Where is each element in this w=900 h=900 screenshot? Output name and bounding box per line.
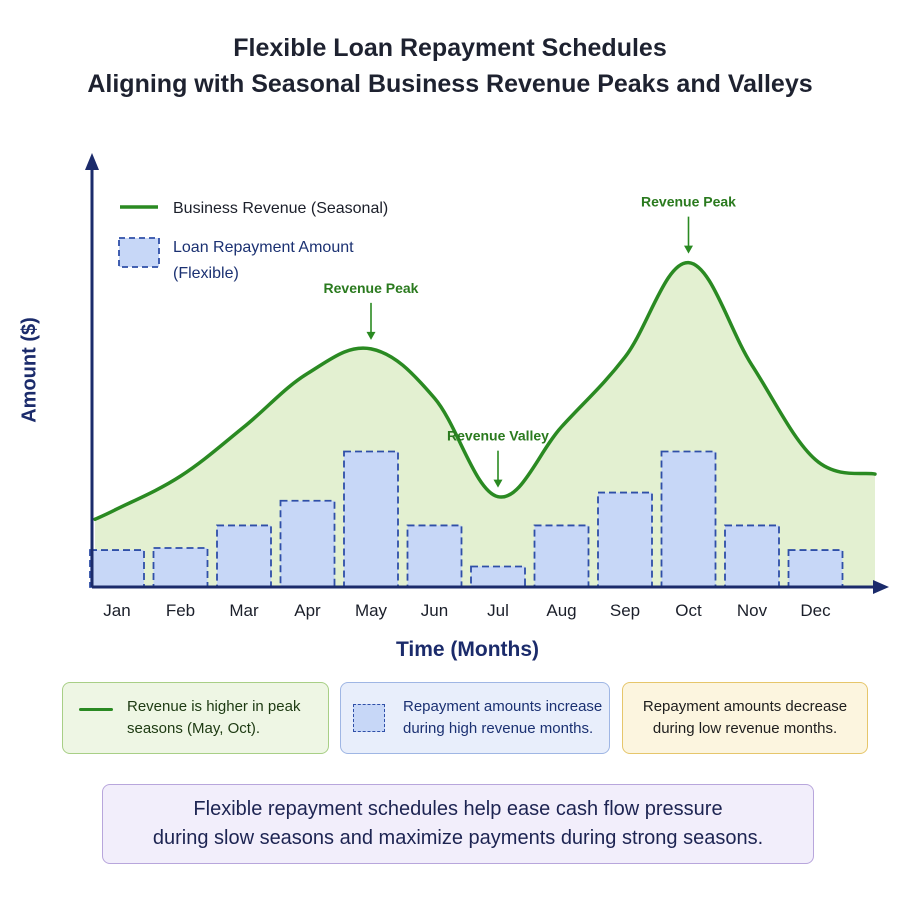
chart-legend: Business Revenue (Seasonal) Loan Repayme… — [118, 200, 388, 282]
legend-repayment-label-line1: Loan Repayment Amount — [173, 239, 354, 256]
summary-box: Flexible repayment schedules help ease c… — [102, 784, 814, 864]
chart-title-line2: Aligning with Seasonal Business Revenue … — [87, 70, 813, 98]
bar-oct — [660, 450, 717, 588]
annotation-label-2: Revenue Valley — [447, 428, 549, 444]
y-axis-arrow — [85, 153, 99, 170]
x-tick-label-sep: Sep — [610, 601, 640, 620]
x-tick-label-feb: Feb — [166, 601, 195, 620]
note-repayment-increase: Repayment amounts increase during high r… — [340, 682, 610, 754]
note-repayment-decrease: Repayment amounts decrease during low re… — [622, 682, 868, 754]
x-tick-label-nov: Nov — [737, 601, 768, 620]
bar-sep — [597, 491, 653, 588]
note-increase-line2: during high revenue months. — [403, 720, 594, 737]
annotation-arrowhead-2 — [493, 479, 503, 488]
bar-aug — [533, 524, 590, 588]
bar-jun — [406, 524, 463, 588]
note-revenue-peak: Revenue is higher in peak seasons (May, … — [62, 682, 329, 754]
axis-layer — [85, 153, 889, 594]
legend-repayment-label-line2: (Flexible) — [173, 265, 239, 282]
annotation-layer: Revenue Peak Revenue Valley Revenue Peak — [324, 194, 736, 488]
chart-svg: Jan Feb Mar Apr May Jun Jul Aug Sep Oct Nov Dec Rev… — [85, 153, 889, 620]
month-label-layer: Jan Feb Mar Apr May Jun Jul Aug Sep Oct Nov Dec — [103, 601, 831, 620]
bar-dec — [787, 549, 844, 588]
annotation-label-1: Revenue Peak — [324, 280, 419, 296]
x-axis-arrow — [873, 580, 889, 594]
note-increase-text: Repayment amounts increase during high r… — [403, 696, 602, 740]
bar-jan — [89, 549, 145, 588]
summary-line1: Flexible repayment schedules help ease c… — [193, 798, 723, 820]
x-tick-label-aug: Aug — [546, 601, 576, 620]
x-tick-label-jul: Jul — [487, 601, 509, 620]
bar-apr — [279, 499, 336, 588]
note-decrease-line1: Repayment amounts decrease — [642, 698, 848, 716]
bar-feb — [152, 547, 209, 588]
revenue-line-layer — [93, 260, 877, 522]
x-tick-label-mar: Mar — [229, 601, 259, 620]
chart-title-line1: Flexible Loan Repayment Schedules — [233, 34, 667, 62]
summary-line2: during slow seasons and maximize payment… — [152, 827, 764, 849]
revenue-line-icon — [79, 707, 113, 711]
note-revenue-line1: Revenue is higher in peak — [127, 698, 301, 716]
note-increase-line1: Repayment amounts increase — [403, 698, 603, 716]
note-decrease-text: Repayment amounts decrease during low re… — [643, 696, 847, 740]
legend-revenue-label: Business Revenue (Seasonal) — [173, 200, 388, 217]
bar-layer — [89, 450, 844, 588]
bar-may — [343, 450, 399, 588]
bar-jul — [470, 565, 526, 588]
note-revenue-line2: seasons (May, Oct). — [127, 720, 261, 737]
x-tick-label-jun: Jun — [421, 601, 448, 620]
annotation-arrowhead-1 — [366, 331, 376, 340]
annotation-arrowhead-3 — [684, 245, 693, 254]
bar-mar — [216, 524, 272, 588]
note-decrease-line2: during low revenue months. — [652, 720, 838, 737]
x-tick-label-oct: Oct — [675, 601, 702, 620]
x-axis-label: Time (Months) — [395, 638, 540, 661]
y-axis-label: Amount ($) — [18, 317, 41, 423]
note-revenue-text: Revenue is higher in peak seasons (May, … — [127, 696, 300, 740]
bar-nov — [724, 524, 780, 588]
repayment-bar-icon — [353, 704, 385, 732]
x-tick-label-dec: Dec — [800, 601, 831, 620]
annotation-label-3: Revenue Peak — [641, 194, 736, 210]
x-tick-label-may: May — [355, 601, 388, 620]
legend-repayment-bar-icon — [118, 237, 160, 268]
x-tick-label-apr: Apr — [294, 601, 321, 620]
revenue-line — [93, 260, 877, 522]
x-tick-label-jan: Jan — [103, 601, 130, 620]
